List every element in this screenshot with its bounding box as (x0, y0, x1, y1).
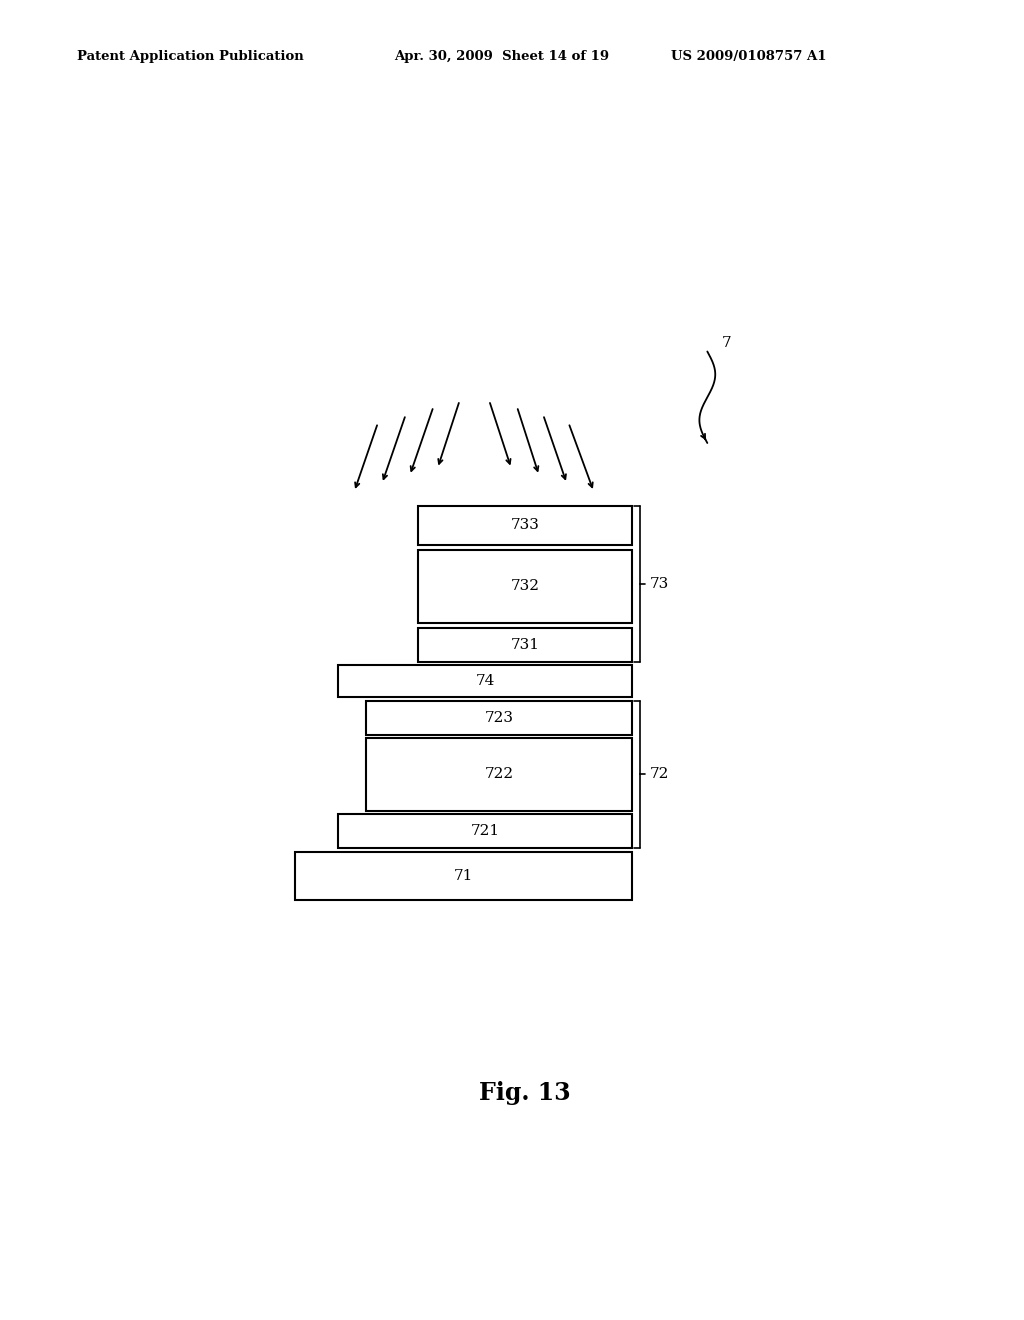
Text: 733: 733 (510, 519, 540, 532)
Bar (418, 549, 632, 623)
Text: 7: 7 (722, 337, 731, 350)
Text: 72: 72 (650, 767, 670, 781)
Bar (418, 628, 632, 661)
Bar (295, 851, 632, 900)
Text: 731: 731 (510, 638, 540, 652)
Text: 721: 721 (471, 824, 500, 838)
Bar (338, 814, 632, 847)
Text: 71: 71 (454, 869, 473, 883)
Bar (418, 506, 632, 545)
Text: 722: 722 (484, 767, 514, 781)
Bar (338, 664, 632, 697)
Bar (367, 738, 632, 810)
Text: US 2009/0108757 A1: US 2009/0108757 A1 (671, 50, 826, 63)
Text: 723: 723 (484, 711, 513, 725)
Text: 74: 74 (475, 673, 495, 688)
Text: Apr. 30, 2009  Sheet 14 of 19: Apr. 30, 2009 Sheet 14 of 19 (394, 50, 609, 63)
Bar (367, 701, 632, 735)
Text: Fig. 13: Fig. 13 (479, 1081, 570, 1105)
Text: Patent Application Publication: Patent Application Publication (77, 50, 303, 63)
Text: 732: 732 (510, 579, 540, 593)
Text: 73: 73 (650, 577, 670, 591)
